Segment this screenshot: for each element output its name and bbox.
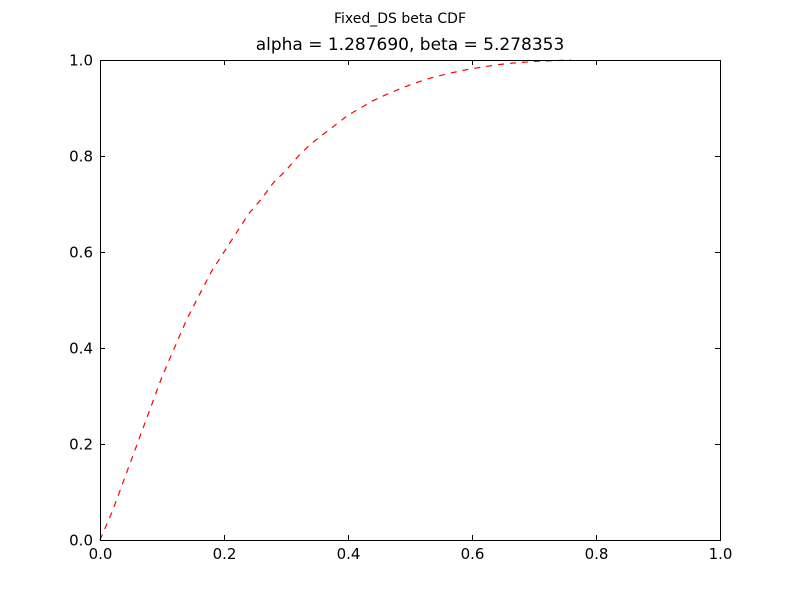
x-tick-label: 0.2 <box>213 545 237 563</box>
plot-area <box>99 59 572 541</box>
y-tick-label: 1.0 <box>69 52 93 70</box>
x-tick-label: 0.0 <box>89 545 113 563</box>
y-tick-label: 0.4 <box>69 340 93 358</box>
y-tick-label: 0.0 <box>69 532 93 550</box>
x-axis: 0.0 0.2 0.4 0.6 0.8 1.0 <box>89 60 733 563</box>
figure-suptitle: Fixed_DS beta CDF <box>333 11 467 27</box>
chart-title: alpha = 1.287690, beta = 5.278353 <box>255 35 565 55</box>
x-tick-label: 0.6 <box>461 545 485 563</box>
y-tick-label: 0.8 <box>69 148 93 166</box>
x-tick-label: 0.8 <box>585 545 609 563</box>
y-axis: 0.0 0.2 0.4 0.6 0.8 1.0 <box>69 52 720 550</box>
x-tick-label: 1.0 <box>709 545 733 563</box>
y-tick-label: 0.2 <box>69 436 93 454</box>
axes-frame <box>100 60 721 541</box>
y-tick-label: 0.6 <box>69 244 93 262</box>
x-tick-label: 0.4 <box>337 545 361 563</box>
cdf-series-line <box>99 59 572 541</box>
